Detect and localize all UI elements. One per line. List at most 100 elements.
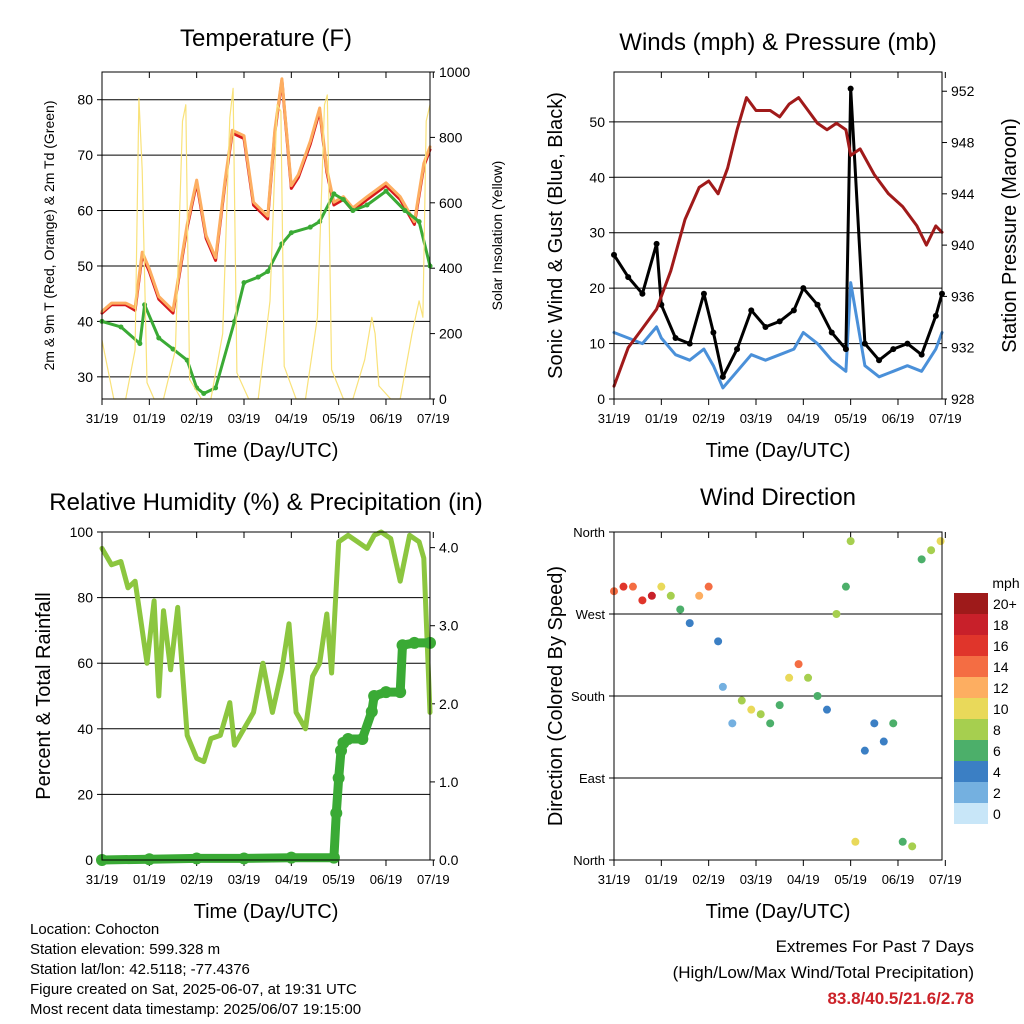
gust-point bbox=[890, 346, 897, 353]
dewpoint-point bbox=[156, 335, 162, 341]
x-tick-label: 07/19 bbox=[929, 872, 962, 887]
x-axis-label: Time (Day/UTC) bbox=[706, 440, 851, 462]
y-right-tick-label: 952 bbox=[951, 83, 975, 99]
extremes-subtitle: (High/Low/Max Wind/Total Precipitation) bbox=[672, 963, 974, 982]
wind-direction-point bbox=[879, 737, 888, 746]
y-right-axis-label: Solar Insolation (Yellow) bbox=[489, 161, 505, 311]
legend-swatch bbox=[954, 740, 988, 761]
gust-point bbox=[876, 357, 883, 364]
wind-direction-point bbox=[638, 596, 647, 605]
wind-direction-point bbox=[917, 555, 926, 564]
station-pressure-line bbox=[612, 96, 944, 388]
x-tick-label: 02/19 bbox=[180, 872, 213, 887]
y-tick-label: North bbox=[573, 853, 605, 868]
legend-label: 6 bbox=[993, 743, 1001, 759]
legend-label: 10 bbox=[993, 701, 1009, 717]
wind-direction-point bbox=[704, 582, 713, 591]
legend-swatch bbox=[954, 635, 988, 656]
chart-title: Winds (mph) & Pressure (mb) bbox=[619, 29, 936, 56]
gust-point bbox=[762, 323, 769, 330]
speed-legend: mph 20+ 18 16 14 12 10 8 6 4 2 0 bbox=[954, 575, 1020, 824]
y-tick-label: 70 bbox=[77, 147, 93, 163]
gust-point bbox=[700, 290, 707, 297]
legend-label: 12 bbox=[993, 680, 1009, 696]
x-tick-label: 04/19 bbox=[787, 872, 820, 887]
gust-point bbox=[653, 240, 660, 247]
y-tick-label: West bbox=[576, 607, 606, 622]
plot-frame bbox=[613, 71, 943, 400]
y-tick-label: 30 bbox=[77, 369, 93, 385]
wind-direction-point bbox=[804, 673, 813, 682]
wind-direction-point bbox=[927, 546, 936, 555]
y-right-tick-label: 600 bbox=[439, 195, 463, 211]
rainfall-point bbox=[327, 851, 340, 864]
x-tick-label: 05/19 bbox=[834, 872, 867, 887]
y-tick-label: South bbox=[571, 689, 605, 704]
x-axis-label: Time (Day/UTC) bbox=[706, 901, 851, 923]
wind-direction-point bbox=[898, 837, 907, 846]
y-right-tick-label: 4.0 bbox=[439, 540, 459, 556]
chart-title: Temperature (F) bbox=[180, 25, 352, 52]
x-tick-label: 03/19 bbox=[740, 872, 773, 887]
dewpoint-point bbox=[340, 196, 346, 202]
wind-direction-point bbox=[889, 719, 898, 728]
legend-label: 2 bbox=[993, 785, 1001, 801]
y-right-axis-label: Station Pressure (Maroon) bbox=[999, 118, 1021, 353]
y-right-tick-label: 200 bbox=[439, 326, 463, 342]
dewpoint-point bbox=[288, 230, 294, 236]
gust-point bbox=[861, 340, 868, 347]
gust-point bbox=[776, 318, 783, 325]
rainfall-point bbox=[379, 686, 392, 699]
y-tick-label: 50 bbox=[589, 114, 605, 130]
gust-point bbox=[842, 346, 849, 353]
gust-point bbox=[814, 301, 821, 308]
rainfall-point bbox=[332, 772, 345, 784]
gust-point bbox=[790, 307, 797, 314]
y-right-tick-label: 940 bbox=[951, 237, 975, 253]
x-tick-label: 05/19 bbox=[322, 411, 355, 426]
legend-label: 8 bbox=[993, 722, 1001, 738]
wind-direction-point bbox=[908, 842, 917, 851]
chart-title: Relative Humidity (%) & Precipitation (i… bbox=[49, 489, 482, 516]
extremes-box: Extremes For Past 7 Days (High/Low/Max W… bbox=[673, 934, 974, 1012]
y-right-tick-label: 948 bbox=[951, 135, 975, 151]
y-right-tick-label: 2.0 bbox=[439, 696, 459, 712]
dewpoint-point bbox=[137, 341, 143, 347]
y-tick-label: 0 bbox=[597, 391, 605, 407]
extremes-title: Extremes For Past 7 Days bbox=[775, 937, 974, 956]
elevation-text: Station elevation: 599.328 m bbox=[30, 941, 221, 958]
gust-point bbox=[639, 290, 646, 297]
wind-direction-point bbox=[822, 705, 831, 714]
gust-point bbox=[748, 307, 755, 314]
dewpoint-point bbox=[317, 219, 323, 225]
gust-point bbox=[734, 346, 741, 353]
wind-direction-point bbox=[685, 619, 694, 628]
x-tick-label: 06/19 bbox=[370, 411, 403, 426]
x-tick-label: 04/19 bbox=[275, 872, 308, 887]
y-right-tick-label: 400 bbox=[439, 260, 463, 276]
x-tick-label: 06/19 bbox=[882, 872, 915, 887]
wind-direction-point bbox=[666, 591, 675, 600]
dewpoint-point bbox=[142, 302, 148, 308]
dewpoint-point bbox=[402, 208, 408, 214]
x-tick-label: 03/19 bbox=[228, 411, 261, 426]
rainfall-point bbox=[285, 851, 298, 864]
y-tick-label: 80 bbox=[77, 92, 93, 108]
rainfall-point bbox=[237, 852, 250, 865]
y-right-tick-label: 1.0 bbox=[439, 774, 459, 790]
wind-direction-point bbox=[647, 591, 656, 600]
rainfall-point bbox=[356, 732, 369, 745]
station-info: Location: Cohocton Station elevation: 59… bbox=[30, 920, 361, 1020]
chart-title: Wind Direction bbox=[700, 484, 856, 511]
gust-point bbox=[625, 274, 632, 281]
y-tick-label: 0 bbox=[85, 852, 93, 868]
legend-label: 20+ bbox=[993, 596, 1017, 612]
dewpoint-point bbox=[201, 390, 207, 396]
dewpoint-point bbox=[265, 269, 271, 275]
x-tick-label: 31/19 bbox=[86, 411, 119, 426]
gust-point bbox=[904, 340, 911, 347]
wind-direction-point bbox=[860, 746, 869, 755]
plot-frame bbox=[101, 71, 431, 400]
wind-direction-point bbox=[775, 701, 784, 710]
